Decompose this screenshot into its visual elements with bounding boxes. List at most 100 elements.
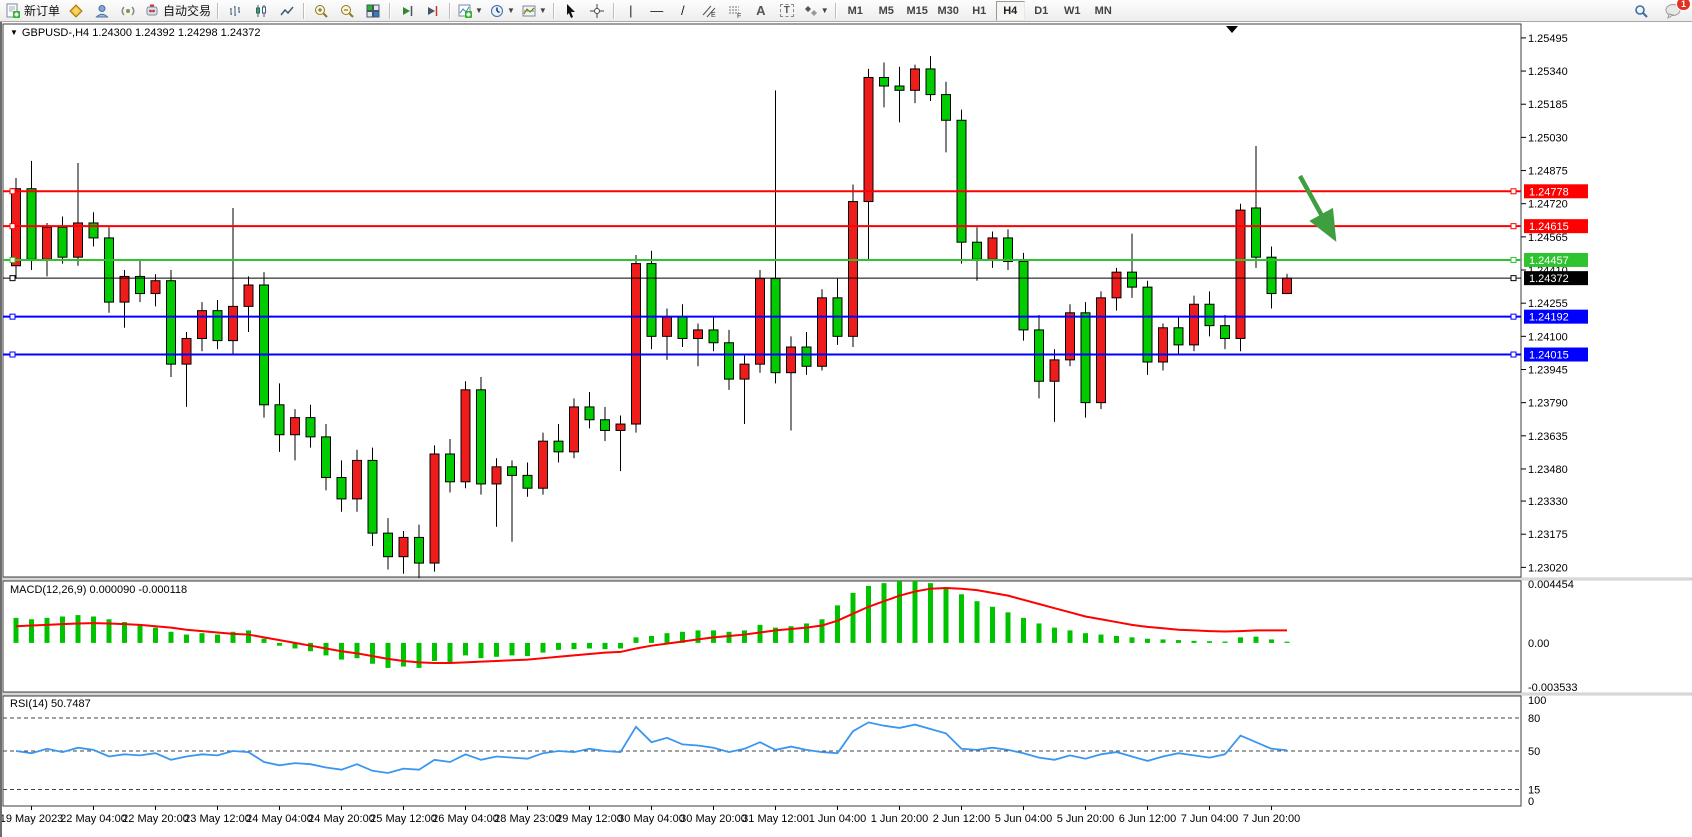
candle-body <box>538 440 548 489</box>
rsi-tick-label: 100 <box>1528 695 1546 707</box>
candle-body <box>615 423 626 431</box>
notifications-button[interactable]: 1 <box>1660 0 1691 22</box>
macd-histogram-bar <box>664 633 670 643</box>
time-tick-label: 6 Jun 12:00 <box>1119 813 1177 825</box>
candle-body <box>708 329 719 344</box>
candle-body <box>445 453 455 483</box>
new-order-button[interactable]: 新订单 <box>2 0 63 22</box>
periods-button[interactable]: ▼ <box>486 0 518 22</box>
vertical-line-button[interactable]: | <box>618 0 644 22</box>
macd-histogram-bar <box>509 642 515 656</box>
fibonacci-button[interactable]: F <box>722 0 748 22</box>
timeframe-button-H1[interactable]: H1 <box>972 4 987 17</box>
macd-histogram-bar <box>943 587 949 643</box>
candle-body <box>476 389 486 485</box>
candle-body <box>491 466 502 485</box>
profile-button[interactable] <box>89 0 115 22</box>
toolbar-separator <box>834 2 837 19</box>
macd-histogram-bar <box>897 581 902 643</box>
macd-histogram-bar <box>494 642 499 657</box>
timeframe-toolbar: M1 M5 M15 M30 H1 H4 D1 W1 MN <box>840 0 1119 22</box>
chart-canvas[interactable]: 1.25495 1.25340 1.25185 1.25030 1.24875 1.247… <box>2 22 1692 837</box>
candle-body <box>1111 271 1122 299</box>
deposit-button[interactable] <box>63 0 89 22</box>
cursor-button[interactable] <box>558 0 584 22</box>
auto-trading-button[interactable]: 自动交易 <box>141 0 214 22</box>
channel-button[interactable]: E <box>696 0 722 22</box>
candle-body <box>755 278 765 365</box>
timeframe-button-M5[interactable]: M5 <box>878 4 894 17</box>
candle-body <box>925 68 936 96</box>
candle-body <box>1003 237 1013 262</box>
time-tick-label: 2 Jun 12:00 <box>933 813 991 825</box>
timeframe-button-D1[interactable]: D1 <box>1034 4 1049 17</box>
line-chart-button[interactable] <box>274 0 300 22</box>
signals-button[interactable] <box>115 0 141 22</box>
candle-body <box>1251 207 1261 258</box>
time-tick-label: 1 Jun 04:00 <box>809 813 867 825</box>
time-tick-label: 30 May 20:00 <box>680 813 747 825</box>
macd-histogram-bar <box>463 642 468 656</box>
text-label-button[interactable]: T <box>774 0 800 22</box>
macd-histogram-bar <box>835 605 840 643</box>
candle-body <box>894 85 905 91</box>
trendline-button[interactable]: / <box>670 0 696 22</box>
candle-body <box>73 222 83 258</box>
collapse-triangle-icon[interactable]: ▼ <box>10 28 18 37</box>
macd-histogram-bar <box>571 642 577 650</box>
candle-body <box>336 477 347 500</box>
macd-histogram-bar <box>525 642 530 657</box>
tile-windows-button[interactable] <box>360 0 386 22</box>
hline-price-label-bg <box>1524 219 1588 234</box>
timeframe-button-W1[interactable]: W1 <box>1063 4 1081 17</box>
time-tick-label: 24 May 04:00 <box>246 813 313 825</box>
candlestick-button[interactable] <box>248 0 274 22</box>
macd-histogram-bar <box>230 631 236 643</box>
rsi-tick-label: 50 <box>1528 746 1540 758</box>
crosshair-button[interactable] <box>584 0 610 22</box>
auto-scroll-button[interactable] <box>394 0 420 22</box>
candle-body <box>1158 327 1168 363</box>
macd-histogram-bar <box>866 585 871 643</box>
hline-anchor <box>1510 275 1517 282</box>
candle-body <box>569 406 579 453</box>
indicators-button[interactable]: ▼ <box>454 0 486 22</box>
search-button[interactable] <box>1628 0 1654 22</box>
timeframe-button-MN[interactable]: MN <box>1094 4 1112 17</box>
macd-histogram-bar <box>1129 637 1135 643</box>
price-tick-label: 1.23020 <box>1528 562 1568 574</box>
timeframe-button-M30[interactable]: M30 <box>937 4 959 17</box>
bar-chart-button[interactable] <box>222 0 248 22</box>
candle-body <box>1065 312 1075 361</box>
horizontal-line-button[interactable]: — <box>644 0 670 22</box>
candle-body <box>553 440 564 453</box>
chart-window[interactable]: 1.25495 1.25340 1.25185 1.25030 1.24875 1.247… <box>0 22 1692 837</box>
zoom-in-button[interactable] <box>308 0 334 22</box>
candle-body <box>57 226 68 258</box>
text-button[interactable]: A <box>748 0 774 22</box>
macd-histogram-bar <box>556 642 561 650</box>
timeframe-button-M1[interactable]: M1 <box>847 4 863 17</box>
timeframe-button-M15[interactable]: M15 <box>906 4 928 17</box>
main-toolbar: 新订单 自动交易 <box>0 0 1692 22</box>
macd-histogram-bar <box>1207 641 1212 643</box>
hline-price-label: 1.24192 <box>1529 312 1569 324</box>
macd-histogram-bar <box>757 624 763 643</box>
price-tick-label: 1.23635 <box>1528 431 1568 443</box>
zoom-out-button[interactable] <box>334 0 360 22</box>
timeframe-button-H4[interactable]: H4 <box>995 0 1025 21</box>
candle-body <box>646 263 657 337</box>
tile-windows-icon <box>365 3 381 19</box>
macd-histogram-bar <box>788 626 794 643</box>
macd-histogram-bar <box>928 583 933 643</box>
candle-body <box>1173 327 1184 346</box>
chart-shift-button[interactable] <box>420 0 446 22</box>
candle-body <box>786 346 796 374</box>
chevron-down-icon: ▼ <box>506 6 515 15</box>
crosshair-icon <box>589 3 605 19</box>
templates-button[interactable]: ▼ <box>518 0 550 22</box>
chevron-down-icon: ▼ <box>475 6 483 15</box>
arrows-button[interactable]: ▼ <box>800 0 832 22</box>
macd-histogram-bar <box>1160 639 1166 643</box>
time-tick-label: 25 May 12:00 <box>370 813 437 825</box>
